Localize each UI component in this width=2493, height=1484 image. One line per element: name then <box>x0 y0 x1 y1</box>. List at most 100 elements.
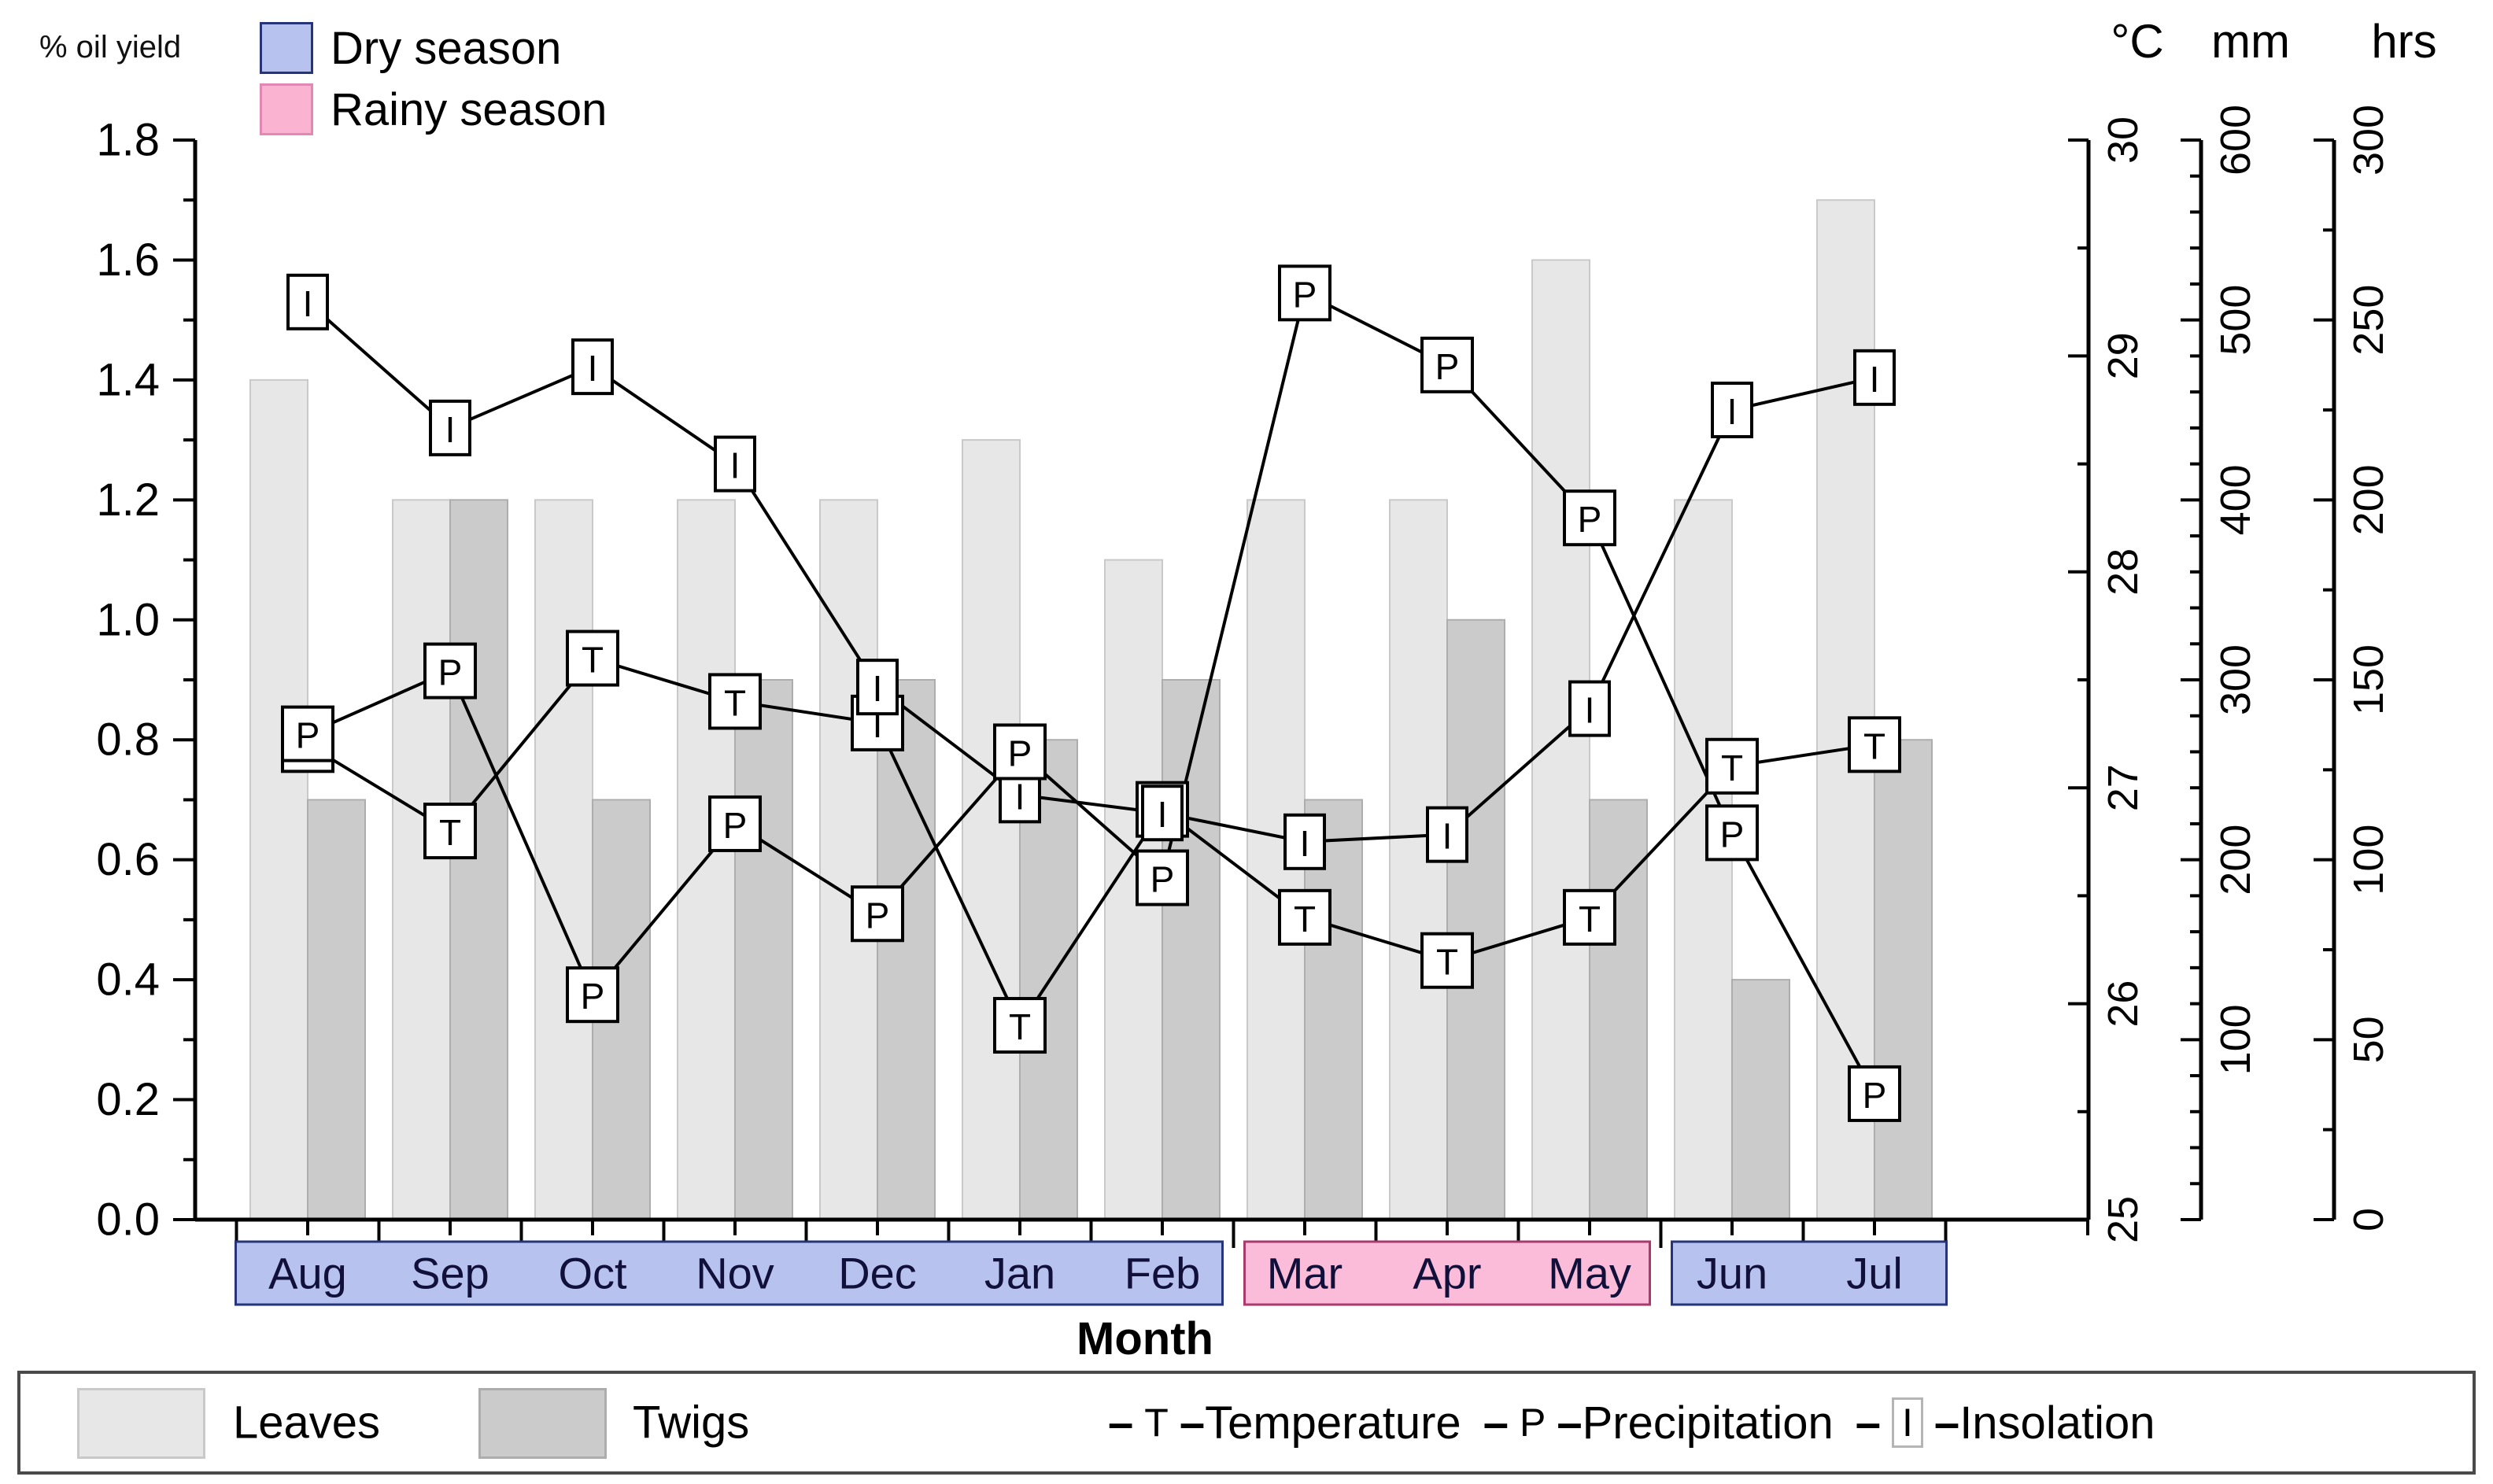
leaves-bar-May <box>1531 259 1590 1220</box>
insolation-marker-letter: I <box>873 668 883 709</box>
celsius-tick-label: 27 <box>2100 764 2147 811</box>
month-label-Apr: Apr <box>1413 1249 1481 1298</box>
insolation-marker-Oct <box>571 338 614 396</box>
temperature-marker-Sep <box>423 803 477 860</box>
precipitation-marker-letter: P <box>1863 1075 1887 1116</box>
twigs-bar-Apr <box>1446 618 1505 1220</box>
precipitation-marker-Mar <box>1278 264 1331 322</box>
leaves-bar-Oct <box>534 499 593 1220</box>
legend-line-dash: – <box>1933 1397 1960 1449</box>
precipitation-marker-Jun <box>1705 804 1759 862</box>
twigs-bar-Dec <box>877 679 936 1220</box>
twigs-bar-Sep <box>449 499 508 1220</box>
leaves-bar-Dec <box>819 499 878 1220</box>
temperature-marker-letter: T <box>1721 748 1743 788</box>
temperature-marker-May <box>1563 888 1616 946</box>
millimeters-tick-label: 200 <box>2212 825 2259 895</box>
precipitation-line <box>307 290 1876 1095</box>
insolation-marker-Mar <box>1283 813 1326 870</box>
legend-line-dash: – <box>1108 1397 1134 1449</box>
dry-season-band <box>1671 1240 1948 1306</box>
hours-tick-label: 250 <box>2345 285 2392 356</box>
legend-line-dash: – <box>1855 1397 1882 1449</box>
twigs-bar-Feb <box>1162 679 1221 1220</box>
precipitation-marker-Nov <box>708 795 762 852</box>
millimeters-tick-label: 500 <box>2212 285 2259 356</box>
temperature-marker-letter: T <box>1579 899 1601 939</box>
insolation-marker-Aug <box>286 273 329 330</box>
insolation-marker-letter: I <box>1727 391 1738 432</box>
twigs-swatch <box>478 1388 607 1459</box>
insolation-marker-May <box>1568 680 1611 737</box>
line-series-legend: – T – Temperature – P – Precipitation – I – Insolat… <box>1108 1374 2177 1471</box>
precipitation-marker-letter: P <box>723 805 748 846</box>
series-legend: Leaves Twigs – T – Temperature – P – Precipitat… <box>17 1371 2476 1475</box>
month-label-Jul: Jul <box>1846 1249 1903 1298</box>
season-legend-item-rainy: Rainy season <box>260 79 607 140</box>
precipitation-marker-letter: P <box>1435 346 1460 387</box>
insolation-marker-letter: I <box>1870 359 1880 400</box>
temperature-marker-Jul <box>1848 716 1901 773</box>
insolation-marker-letter: I <box>1158 794 1168 835</box>
leaves-legend-label: Leaves <box>233 1397 381 1449</box>
insolation-marker-Nov <box>714 435 756 493</box>
legend-label-precipitation: Precipitation <box>1582 1397 1834 1449</box>
temperature-marker-letter: T <box>1009 1006 1031 1047</box>
insolation-line <box>306 301 1875 844</box>
precipitation-marker-May <box>1563 489 1616 547</box>
temperature-marker-Apr <box>1420 932 1474 989</box>
insolation-marker-Dec <box>856 659 899 716</box>
month-label-Aug: Aug <box>268 1249 347 1298</box>
leaves-swatch <box>77 1388 205 1459</box>
season-legend-label: Rainy season <box>331 83 608 135</box>
temperature-marker-Nov <box>708 673 762 730</box>
celsius-tick-label: 29 <box>2100 332 2147 379</box>
insolation-marker-letter: I <box>730 445 741 486</box>
precipitation-marker-Jul <box>1848 1065 1901 1122</box>
precipitation-marker-Dec <box>851 885 904 943</box>
left-tick-label: 1.2 <box>96 474 160 526</box>
precipitation-marker-letter: P <box>866 895 890 936</box>
temperature-marker-letter: T <box>1294 899 1316 939</box>
twigs-bar-Nov <box>734 679 793 1220</box>
left-tick-label: 1.0 <box>96 594 160 645</box>
season-legend-item-dry: Dry season <box>260 17 607 79</box>
month-label-Sep: Sep <box>411 1249 489 1298</box>
insolation-marker-letter: I <box>1585 690 1595 731</box>
precipitation-marker-Jan <box>993 723 1047 781</box>
celsius-tick-label: 26 <box>2100 980 2147 1028</box>
left-tick-label: 0.0 <box>96 1194 160 1246</box>
dry-season-band <box>235 1240 1224 1306</box>
temperature-marker-Jan <box>993 997 1047 1054</box>
temperature-marker-letter: T <box>1863 725 1885 766</box>
legend-line-dash: – <box>1557 1397 1583 1449</box>
hours-tick-label: 200 <box>2345 464 2392 535</box>
leaves-bar-Sep <box>392 499 451 1220</box>
legend-line-dash: – <box>1483 1397 1509 1449</box>
hours-tick-label: 300 <box>2345 105 2392 175</box>
temperature-marker-letter: T <box>1436 942 1458 983</box>
season-legend: Dry season Rainy season <box>260 17 607 140</box>
legend-symbol-I: I <box>1892 1397 1923 1448</box>
left-tick-label: 1.4 <box>96 354 160 405</box>
month-label-Mar: Mar <box>1267 1249 1343 1298</box>
celsius-tick-label: 30 <box>2100 116 2147 164</box>
millimeters-tick-label: 600 <box>2212 105 2259 175</box>
rainy-season-swatch <box>260 83 313 135</box>
insolation-marker-Jun <box>1711 382 1753 438</box>
celsius-axis-title: °C <box>2111 15 2164 68</box>
insolation-marker-Feb <box>1141 784 1184 842</box>
insolation-marker-Jul <box>1853 349 1896 406</box>
left-tick-label: 0.2 <box>96 1074 160 1125</box>
insolation-marker-letter: I <box>1015 776 1025 817</box>
left-tick-label: 1.8 <box>96 115 160 166</box>
precipitation-marker-letter: P <box>581 976 605 1017</box>
precipitation-marker-letter: P <box>296 715 320 756</box>
millimeters-tick-label: 400 <box>2212 464 2259 535</box>
leaves-bar-Jan <box>962 439 1021 1220</box>
month-label-Jan: Jan <box>984 1249 1055 1298</box>
insolation-marker-letter: I <box>1442 816 1453 857</box>
hours-tick-label: 100 <box>2345 825 2392 895</box>
month-label-Feb: Feb <box>1125 1249 1201 1298</box>
